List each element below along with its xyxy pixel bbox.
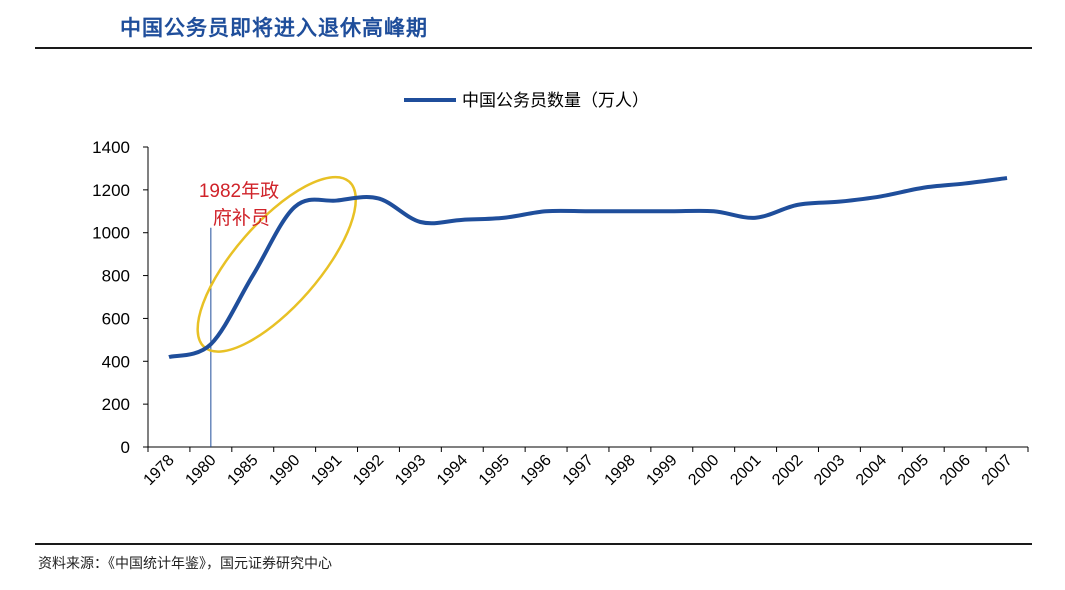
annotation-text-line2: 府补员 [213, 207, 270, 229]
x-tick-label: 1995 [476, 452, 513, 489]
x-tick-label: 2006 [937, 452, 974, 489]
x-tick-label: 2001 [727, 452, 764, 489]
x-tick-label: 1993 [392, 452, 429, 489]
x-tick-label: 1994 [434, 452, 471, 489]
y-tick-label: 200 [102, 395, 130, 414]
title-divider [35, 47, 1032, 49]
x-tick-label: 1985 [224, 452, 261, 489]
x-tick-label: 1999 [643, 452, 680, 489]
page-title: 中国公务员即将进入退休高峰期 [120, 16, 428, 40]
x-tick-label: 1980 [182, 452, 219, 489]
x-tick-label: 2003 [811, 452, 848, 489]
x-tick-label: 1991 [308, 452, 345, 489]
y-tick-label: 1000 [92, 224, 130, 243]
x-tick-label: 1990 [266, 452, 303, 489]
x-tick-label: 2002 [769, 452, 806, 489]
x-tick-label: 1992 [350, 452, 387, 489]
chart-axes [143, 146, 1029, 452]
y-axis-tick-labels: 0 200 400 600 800 1000 1200 1400 [92, 138, 130, 457]
y-tick-label: 800 [102, 267, 130, 286]
y-tick-label: 0 [121, 438, 130, 457]
series-line [168, 176, 1008, 359]
x-tick-label: 2005 [895, 452, 932, 489]
y-tick-label: 1400 [92, 138, 130, 157]
x-tick-label: 1996 [518, 452, 555, 489]
y-tick-label: 1200 [92, 181, 130, 200]
annotation-text-line1: 1982年政 [199, 180, 279, 202]
source-note: 资料来源：《中国统计年鉴》，国元证券研究中心 [38, 556, 332, 572]
x-tick-label: 1998 [602, 452, 639, 489]
x-tick-label: 2007 [979, 452, 1016, 489]
legend: 中国公务员数量（万人） [404, 91, 649, 110]
x-tick-label: 1978 [141, 452, 178, 489]
y-tick-label: 600 [102, 309, 130, 328]
x-axis-tick-labels: 1978 1980 1985 1990 1991 1992 1993 1994 1995 1996… [141, 452, 1016, 489]
legend-label: 中国公务员数量（万人） [462, 91, 649, 110]
x-tick-label: 2004 [853, 452, 890, 489]
footer-divider [35, 543, 1032, 545]
x-tick-label: 2000 [685, 452, 722, 489]
y-tick-label: 400 [102, 352, 130, 371]
x-tick-label: 1997 [560, 452, 597, 489]
